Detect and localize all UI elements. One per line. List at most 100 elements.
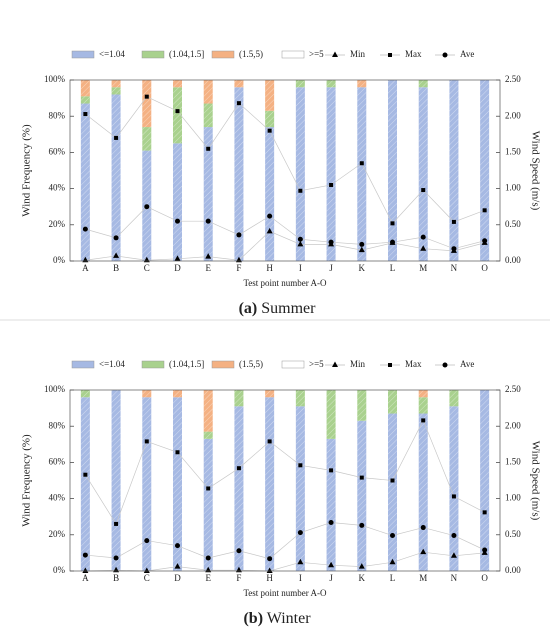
speed-marker: [266, 227, 273, 234]
bar-hatch: [80, 103, 90, 261]
bar-hatch: [295, 390, 305, 407]
legend-marker: [388, 363, 392, 367]
speed-marker: [267, 128, 272, 133]
y2-axis-title: Wind Speed (m/s): [529, 131, 541, 211]
bar-hatch: [418, 413, 428, 571]
y2-tick-label: 1.50: [505, 146, 521, 156]
bar-hatch: [265, 390, 275, 398]
speed-marker: [421, 418, 426, 423]
caption-label: (a): [239, 300, 258, 317]
legend-label: <=1.04: [99, 49, 125, 59]
x-tick-label: O: [481, 263, 488, 273]
speed-marker: [390, 239, 395, 245]
speed-marker: [206, 146, 211, 151]
bar-hatch: [418, 390, 428, 398]
speed-line: [85, 230, 485, 261]
speed-marker: [359, 161, 364, 166]
speed-marker: [297, 240, 304, 247]
bar-hatch: [142, 397, 152, 571]
bar-hatch: [173, 87, 182, 144]
speed-marker: [267, 213, 273, 219]
bar-hatch: [388, 413, 397, 571]
speed-marker: [329, 182, 334, 187]
speed-marker: [298, 188, 303, 193]
x-tick-label: F: [236, 573, 241, 583]
speed-marker: [143, 567, 150, 573]
speed-marker: [82, 226, 88, 232]
y2-axis-title: Wind Speed (m/s): [529, 441, 541, 521]
y2-tick-label: 2.00: [505, 110, 521, 120]
bar-hatch: [265, 127, 275, 261]
x-tick-label: E: [205, 573, 211, 583]
x-tick-label: C: [144, 263, 150, 273]
bar-hatch: [295, 406, 305, 571]
speed-marker: [450, 552, 457, 558]
bar-hatch: [295, 80, 305, 88]
speed-line: [85, 522, 485, 560]
speed-marker: [328, 561, 335, 568]
speed-marker: [359, 475, 364, 480]
speed-marker: [297, 530, 303, 536]
speed-marker: [390, 478, 395, 483]
bar-hatch: [111, 390, 121, 571]
speed-marker: [358, 563, 365, 569]
y-tick-label: 60%: [49, 456, 66, 466]
bar-hatch: [265, 80, 275, 111]
speed-marker: [482, 510, 487, 515]
bar-hatch: [234, 87, 244, 262]
bar-hatch: [357, 390, 367, 421]
speed-marker: [144, 204, 150, 210]
bar-hatch: [80, 397, 90, 571]
speed-marker: [236, 548, 242, 554]
legend-marker: [388, 53, 392, 57]
x-tick-label: B: [113, 263, 119, 273]
x-tick-label: E: [205, 263, 211, 273]
speed-marker: [82, 567, 89, 573]
speed-line: [85, 551, 485, 572]
x-tick-label: A: [82, 263, 89, 273]
speed-marker: [482, 238, 488, 244]
x-tick-label: L: [390, 263, 396, 273]
legend-swatch: [141, 50, 165, 59]
legend-label: Ave: [460, 49, 474, 59]
speed-marker: [420, 245, 427, 251]
speed-marker: [205, 218, 211, 224]
speed-marker: [266, 567, 273, 573]
bar-hatch: [449, 390, 459, 407]
y-tick-label: 40%: [49, 493, 66, 503]
x-tick-label: K: [359, 573, 366, 583]
y2-tick-label: 1.00: [505, 183, 521, 193]
legend-swatch: [281, 360, 305, 369]
speed-marker: [297, 558, 304, 565]
speed-marker: [389, 558, 396, 565]
speed-marker: [175, 109, 180, 114]
speed-marker: [206, 486, 211, 491]
legend-label: Max: [405, 49, 422, 59]
speed-marker: [236, 232, 242, 238]
legend-label: >=5: [309, 49, 324, 59]
y2-tick-label: 2.00: [505, 420, 521, 430]
legend-swatch: [211, 360, 235, 369]
legend-label: (1.5,5): [239, 49, 263, 59]
bar-hatch: [80, 390, 90, 398]
x-tick-label: I: [299, 263, 302, 273]
bar-hatch: [203, 431, 213, 439]
y-axis-title: Wind Frequency (%): [21, 434, 33, 527]
x-tick-label: D: [174, 573, 181, 583]
speed-marker: [205, 253, 212, 259]
chart-panel: <=1.04 (1.04,1.5] (1.5,5) >=5 Min Max Ave 0% 20%…: [21, 49, 542, 317]
bar-hatch: [234, 406, 244, 571]
x-axis-title: Test point number A-O: [243, 588, 327, 598]
caption-label: (b): [243, 610, 263, 627]
y-tick-label: 0%: [53, 255, 66, 265]
speed-line: [85, 419, 485, 525]
speed-marker: [236, 466, 241, 471]
y2-tick-label: 0.00: [505, 255, 521, 265]
x-tick-label: J: [329, 573, 333, 583]
bar-hatch: [418, 87, 428, 262]
bar-hatch: [480, 390, 490, 571]
caption: (b) Winter: [243, 610, 311, 627]
caption-text: Summer: [261, 300, 316, 317]
y-tick-label: 100%: [44, 384, 66, 394]
